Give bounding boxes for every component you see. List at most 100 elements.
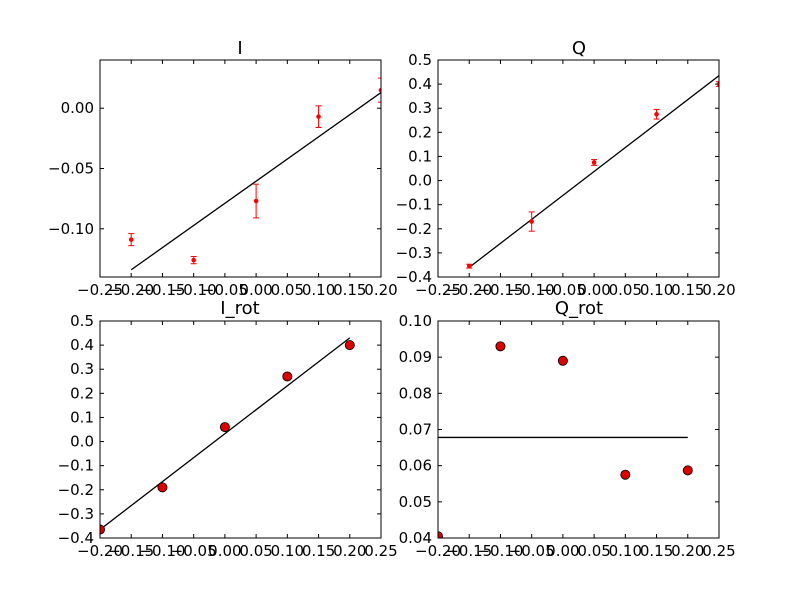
x-tick-label: −0.25 — [77, 281, 123, 299]
x-tick-label: 0.20 — [671, 542, 704, 560]
data-point — [529, 219, 534, 224]
y-tick-label: 0.3 — [408, 99, 432, 117]
y-tick-label: 0.05 — [399, 493, 432, 511]
data-point — [219, 422, 230, 433]
axes-frame — [99, 320, 382, 539]
x-tick-label: −0.15 — [108, 542, 154, 560]
y-tick-label: −0.10 — [48, 220, 94, 238]
y-tick-label: −0.2 — [58, 481, 94, 499]
data-point — [466, 263, 472, 269]
x-tick-label: 0.15 — [333, 281, 366, 299]
subplot-title: Q_rot — [555, 298, 603, 319]
x-tick-label: 0.25 — [364, 542, 397, 560]
data-point — [438, 531, 443, 538]
x-tick-label: −0.10 — [477, 542, 523, 560]
subplot-title: Q — [572, 38, 586, 59]
x-tick-label: 0.20 — [364, 281, 397, 299]
data-layer — [438, 341, 693, 538]
data-point — [128, 237, 134, 242]
y-tick-label: −0.05 — [48, 160, 94, 178]
subplot-title: I — [237, 38, 242, 59]
x-tick-label: −0.25 — [415, 281, 461, 299]
data-layer — [100, 337, 355, 535]
x-tick-label: 0.10 — [271, 542, 304, 560]
data-point — [654, 111, 659, 117]
data-point — [344, 340, 355, 351]
data-point — [282, 371, 293, 382]
y-tick-label: −0.3 — [396, 244, 432, 262]
x-tick-label: −0.15 — [477, 281, 523, 299]
data-point — [591, 160, 597, 165]
data-point — [316, 114, 321, 119]
x-tick-label: 0.15 — [640, 542, 673, 560]
y-tick-label: 0.1 — [70, 408, 94, 426]
data-point — [495, 341, 506, 352]
data-point — [620, 469, 631, 480]
y-tick-label: 0.2 — [408, 123, 432, 141]
data-layer — [466, 75, 719, 269]
data-layer — [128, 77, 381, 271]
data-point — [253, 198, 259, 204]
subplot-I-rot: I_rot −0.20−0.15−0.10−0.050.000.050.100.… — [58, 298, 398, 560]
x-tick-label: −0.20 — [446, 281, 492, 299]
x-tick-label: −0.05 — [202, 281, 248, 299]
axes-frame — [99, 59, 382, 278]
fit-line — [468, 75, 719, 268]
fit-line — [130, 92, 381, 271]
subplot-I: I −0.25−0.20−0.15−0.10−0.050.000.050.100… — [48, 38, 398, 299]
x-tick-label: 0.15 — [302, 542, 335, 560]
y-tick-label: 0.08 — [399, 384, 432, 402]
y-tick-label: 0.00 — [61, 99, 94, 117]
y-tick-label: 0.4 — [70, 336, 94, 354]
x-tick-label: −0.20 — [77, 542, 123, 560]
subplot-title: I_rot — [220, 298, 259, 319]
y-tick-label: 0.3 — [70, 360, 94, 378]
axes-frame — [437, 320, 720, 539]
x-tick-label: 0.10 — [609, 542, 642, 560]
x-tick-label: −0.10 — [139, 542, 185, 560]
y-tick-label: −0.3 — [58, 505, 94, 523]
x-tick-label: −0.05 — [509, 542, 555, 560]
x-tick-label: −0.15 — [446, 542, 492, 560]
x-tick-label: 0.00 — [239, 281, 272, 299]
y-tick-label: 0.5 — [408, 51, 432, 69]
y-tick-label: 0.4 — [408, 75, 432, 93]
y-tick-label: 0.1 — [408, 147, 432, 165]
subplot-Q: Q −0.25−0.20−0.15−0.10−0.050.000.050.100… — [396, 38, 736, 299]
x-tick-label: −0.15 — [139, 281, 185, 299]
data-point — [191, 257, 196, 263]
y-tick-label: 0.09 — [399, 348, 432, 366]
data-point — [716, 81, 719, 87]
y-tick-label: 0.04 — [399, 529, 432, 547]
x-tick-label: 0.15 — [671, 281, 704, 299]
y-tick-label: 0.5 — [70, 312, 94, 330]
fit-line — [100, 337, 351, 531]
data-point — [682, 465, 693, 476]
y-tick-label: −0.4 — [58, 529, 94, 547]
x-tick-label: −0.20 — [108, 281, 154, 299]
y-tick-label: 0.0 — [408, 172, 432, 190]
x-tick-label: 0.25 — [702, 542, 735, 560]
y-tick-label: −0.2 — [396, 220, 432, 238]
x-tick-label: 0.00 — [546, 542, 579, 560]
x-tick-label: −0.10 — [509, 281, 555, 299]
x-tick-label: 0.05 — [271, 281, 304, 299]
x-tick-label: −0.05 — [171, 542, 217, 560]
y-tick-label: −0.1 — [58, 457, 94, 475]
y-tick-label: −0.1 — [396, 196, 432, 214]
y-tick-label: 0.07 — [399, 421, 432, 439]
x-tick-label: 0.00 — [577, 281, 610, 299]
data-point — [378, 87, 381, 93]
y-tick-label: 0.06 — [399, 457, 432, 475]
x-tick-label: −0.10 — [171, 281, 217, 299]
y-tick-label: 0.0 — [70, 433, 94, 451]
x-tick-label: 0.10 — [302, 281, 335, 299]
subplot-Q-rot: Q_rot −0.20−0.15−0.10−0.050.000.050.100.… — [399, 298, 736, 560]
x-tick-label: 0.10 — [640, 281, 673, 299]
axes-frame — [437, 59, 720, 278]
y-tick-label: 0.10 — [399, 312, 432, 330]
x-tick-label: 0.05 — [239, 542, 272, 560]
x-tick-label: 0.20 — [702, 281, 735, 299]
data-point — [557, 355, 568, 366]
